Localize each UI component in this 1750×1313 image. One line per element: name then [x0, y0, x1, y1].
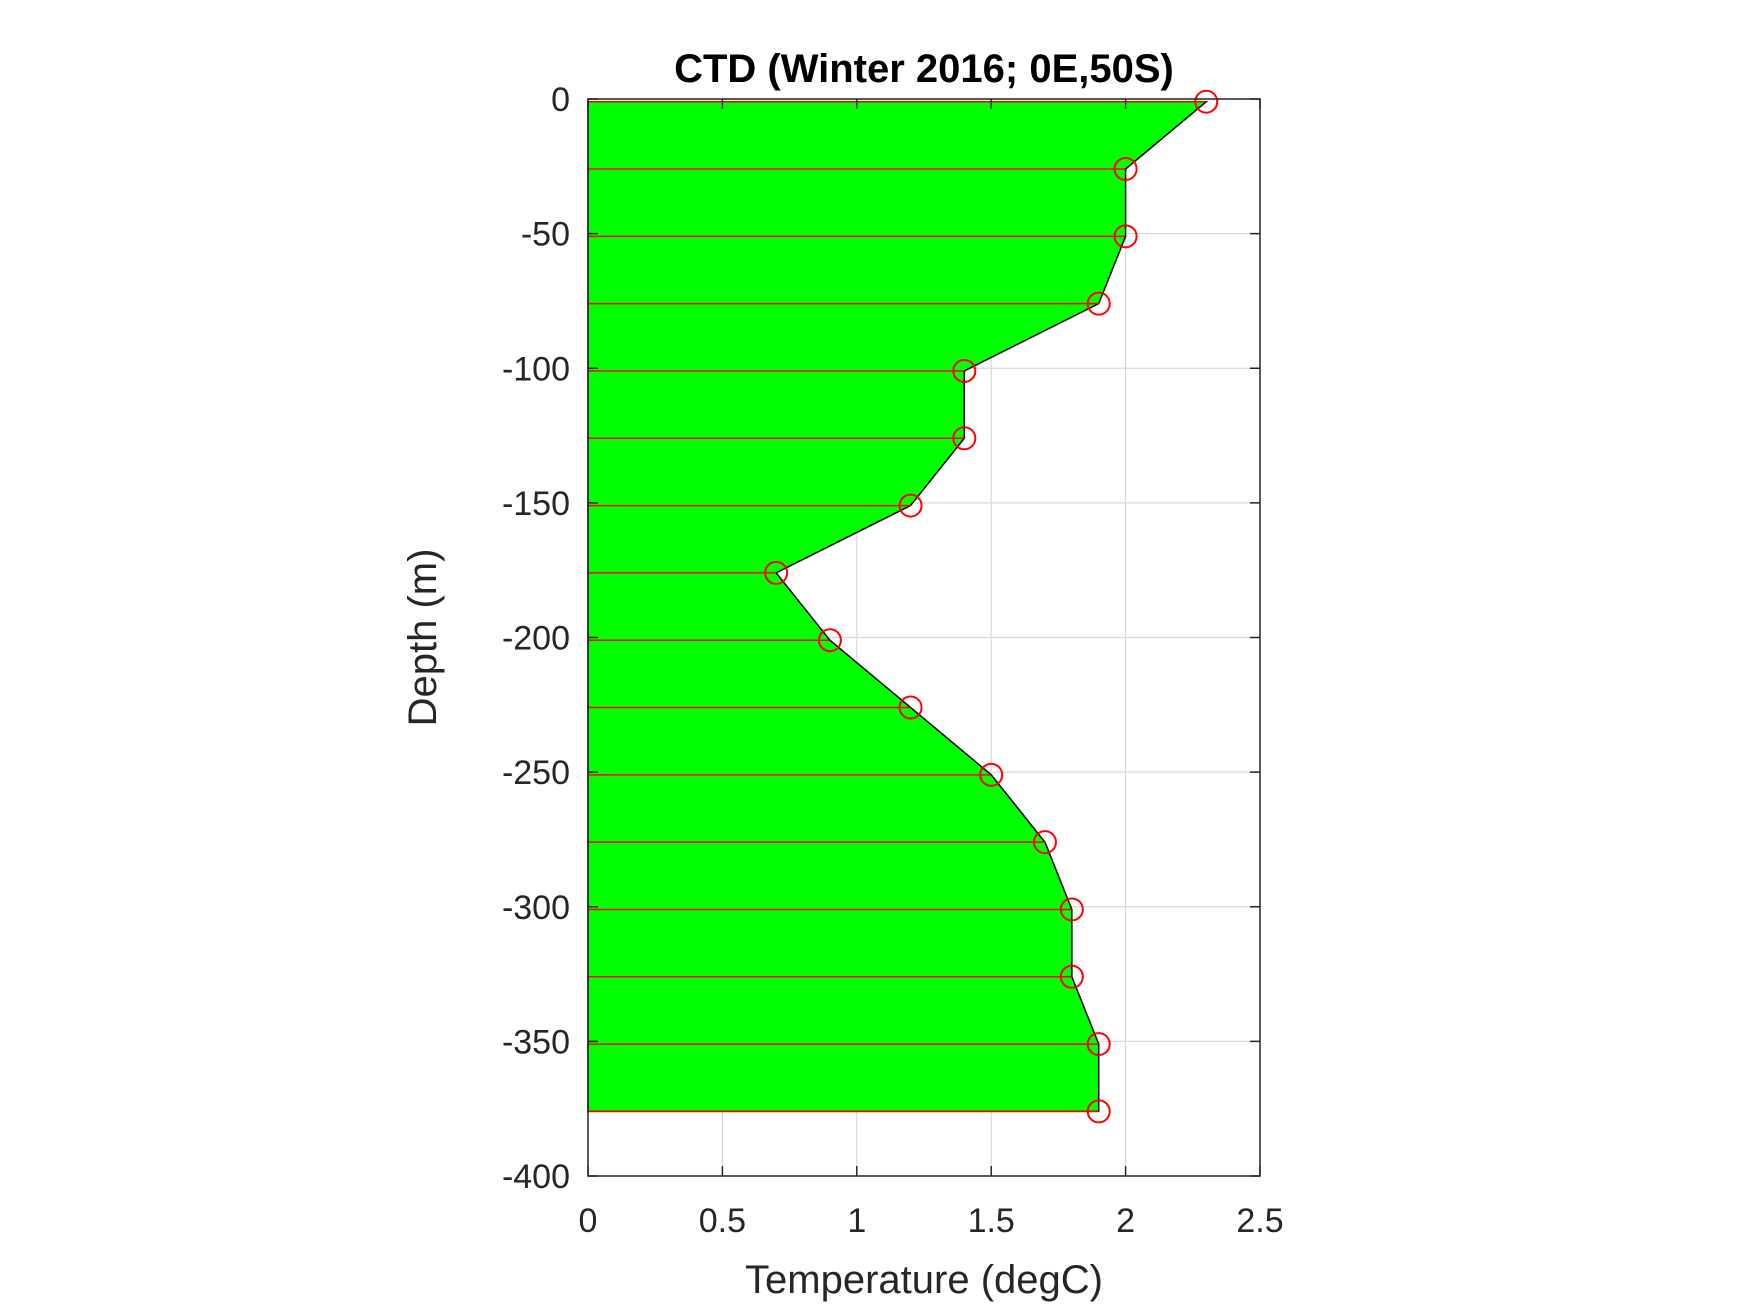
data-point-4 [952, 358, 977, 383]
depth-stems [588, 100, 1207, 1113]
chart-title: CTD (Winter 2016; 0E,50S) [674, 47, 1174, 91]
y-tick-label-4: -200 [502, 620, 570, 658]
data-point-15 [1086, 1099, 1111, 1124]
data-point-1 [1113, 157, 1138, 182]
y-tick-label-0: 0 [551, 81, 570, 119]
data-point-5 [952, 426, 977, 451]
x-tick-label-2: 1 [847, 1202, 866, 1240]
x-tick-label-3: 1.5 [968, 1202, 1015, 1240]
x-tick-label-0: 0 [579, 1202, 598, 1240]
temperature-area [587, 100, 1209, 1113]
y-axis-label: Depth (m) [401, 549, 445, 727]
data-point-2 [1113, 224, 1138, 249]
data-point-10 [979, 762, 1004, 787]
y-tick-label-1: -50 [521, 216, 570, 254]
data-point-0 [1194, 89, 1219, 114]
data-point-8 [817, 628, 842, 653]
data-point-11 [1032, 830, 1057, 855]
data-point-13 [1059, 964, 1084, 989]
x-tick-label-1: 0.5 [699, 1202, 746, 1240]
data-point-3 [1086, 291, 1111, 316]
x-tick-label-5: 2.5 [1236, 1202, 1283, 1240]
y-tick-label-6: -300 [502, 889, 570, 927]
x-tick-labels: 0 0.5 1 1.5 2 2.5 [579, 1202, 1284, 1240]
x-axis-label: Temperature (degC) [745, 1258, 1103, 1302]
y-tick-labels: 0 -50 -100 -150 -200 -250 -300 -350 -400 [502, 81, 570, 1196]
data-point-7 [764, 560, 789, 585]
x-tick-label-4: 2 [1116, 1202, 1135, 1240]
data-point-12 [1059, 897, 1084, 922]
y-tick-label-2: -100 [502, 350, 570, 388]
y-tick-label-5: -250 [502, 754, 570, 792]
y-tick-label-3: -150 [502, 485, 570, 523]
y-tick-label-7: -350 [502, 1023, 570, 1061]
axis-ticks [587, 98, 1261, 1177]
data-markers [764, 89, 1219, 1124]
temperature-area-fill [587, 100, 1209, 1113]
data-point-14 [1086, 1032, 1111, 1057]
data-point-9 [898, 695, 923, 720]
data-point-6 [898, 493, 923, 518]
y-tick-label-8: -400 [502, 1158, 570, 1196]
